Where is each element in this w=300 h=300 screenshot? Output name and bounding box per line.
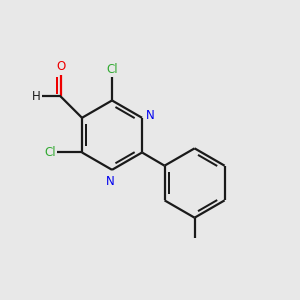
Text: O: O [56, 60, 65, 73]
Text: N: N [146, 109, 155, 122]
Text: H: H [32, 90, 41, 103]
Text: N: N [106, 175, 115, 188]
Text: Cl: Cl [44, 146, 56, 159]
Text: Cl: Cl [106, 63, 118, 76]
